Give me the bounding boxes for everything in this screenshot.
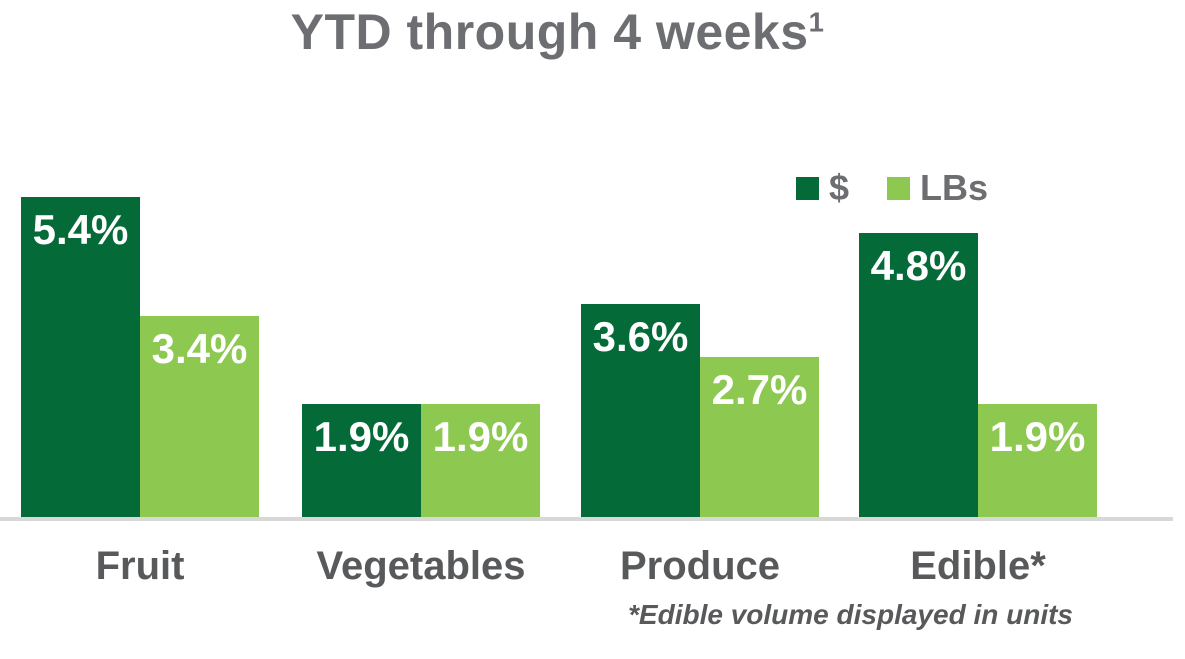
legend: $ LBs bbox=[796, 170, 988, 206]
bar-lbs-vegetables: 1.9% bbox=[421, 404, 540, 517]
bar-dollars-produce: 3.6% bbox=[581, 304, 700, 517]
chart-footnote: *Edible volume displayed in units bbox=[628, 599, 1073, 630]
bar-value-label-lbs-fruit: 3.4% bbox=[151, 325, 248, 372]
legend-swatch-lbs bbox=[887, 176, 911, 200]
bar-value-label-dollars-fruit: 5.4% bbox=[32, 206, 129, 253]
bar-dollars-fruit: 5.4% bbox=[21, 197, 140, 517]
bar-dollars-edible: 4.8% bbox=[859, 233, 978, 517]
x-axis-line bbox=[0, 517, 1173, 521]
bar-value-label-lbs-edible: 1.9% bbox=[989, 413, 1086, 460]
chart-title-text: YTD through 4 weeks bbox=[290, 4, 809, 60]
legend-label-dollars: $ bbox=[829, 167, 850, 208]
category-label-edible: Edible* bbox=[910, 544, 1046, 588]
bar-value-label-dollars-produce: 3.6% bbox=[592, 313, 689, 360]
legend-item-dollars: $ bbox=[796, 170, 849, 206]
category-label-vegetables: Vegetables bbox=[316, 544, 526, 588]
category-label-fruit: Fruit bbox=[95, 544, 185, 588]
legend-label-lbs: LBs bbox=[920, 167, 989, 208]
legend-swatch-dollars bbox=[796, 176, 819, 200]
chart-title: YTD through 4 weeks1 bbox=[0, 4, 1115, 62]
bar-lbs-edible: 1.9% bbox=[978, 404, 1097, 517]
bar-lbs-produce: 2.7% bbox=[700, 357, 819, 517]
bar-value-label-dollars-vegetables: 1.9% bbox=[313, 413, 410, 460]
bar-value-label-dollars-edible: 4.8% bbox=[870, 242, 967, 289]
bar-dollars-vegetables: 1.9% bbox=[302, 404, 421, 517]
chart-title-footnote-marker: 1 bbox=[808, 6, 825, 38]
legend-item-lbs: LBs bbox=[887, 170, 988, 206]
bar-lbs-fruit: 3.4% bbox=[140, 316, 259, 517]
category-label-produce: Produce bbox=[619, 544, 781, 588]
bar-value-label-lbs-vegetables: 1.9% bbox=[432, 413, 529, 460]
bar-value-label-lbs-produce: 2.7% bbox=[711, 366, 808, 413]
